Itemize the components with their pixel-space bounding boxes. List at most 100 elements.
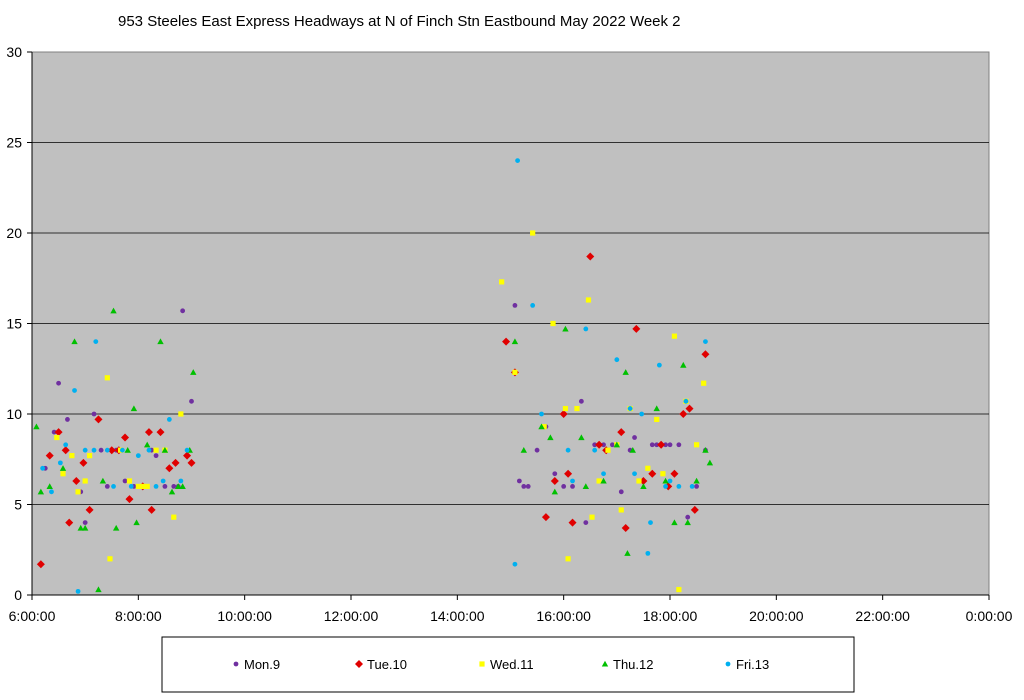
data-point-tue-10 [79, 458, 88, 467]
data-point-fri-13 [160, 478, 166, 484]
data-point-wed-11 [701, 380, 707, 386]
data-point-wed-11 [654, 416, 660, 423]
data-point-tue-10 [670, 469, 679, 478]
data-point-mon-9 [525, 484, 531, 489]
data-point-wed-11 [126, 478, 133, 484]
data-point-thu-12 [95, 586, 102, 593]
data-point-fri-13 [583, 326, 589, 332]
data-point-wed-11 [135, 483, 141, 489]
data-point-wed-11 [69, 453, 75, 459]
data-point-fri-13 [645, 550, 651, 556]
data-point-tue-10 [165, 464, 174, 473]
data-point-tue-10 [94, 415, 103, 424]
data-point-fri-13 [111, 484, 116, 489]
data-point-tue-10 [559, 410, 568, 418]
data-point-wed-11 [693, 442, 700, 448]
data-point-fri-13 [91, 447, 97, 453]
y-tick-label: 25 [6, 135, 22, 151]
data-point-thu-12 [562, 325, 569, 332]
data-point-thu-12 [547, 434, 554, 441]
data-point-tue-10 [502, 337, 511, 346]
x-tick-label: 16:00:00 [536, 608, 591, 624]
legend-box [161, 636, 855, 693]
data-point-fri-13 [656, 362, 662, 368]
data-point-thu-12 [578, 434, 585, 441]
axes: 0 5 10 15 20 25 30 6:00:00 8:00:00 10:00:00 12:00:… [6, 44, 1012, 624]
data-point-fri-13 [601, 471, 606, 477]
x-tick-label: 8:00:00 [115, 608, 162, 624]
gridlines [32, 142, 989, 505]
y-tick-label: 15 [6, 316, 22, 332]
data-point-tue-10 [550, 476, 559, 485]
data-point-thu-12 [46, 483, 53, 489]
data-point-thu-12 [33, 423, 40, 430]
data-point-mon-9 [552, 471, 558, 477]
data-point-wed-11 [75, 489, 81, 495]
data-point-mon-9 [685, 514, 691, 520]
data-point-wed-11 [660, 471, 666, 477]
data-point-tue-10 [61, 446, 70, 455]
data-point-wed-11 [585, 297, 592, 303]
data-point-wed-11 [574, 405, 580, 412]
data-point-wed-11 [671, 333, 678, 339]
data-point-fri-13 [104, 447, 110, 453]
data-point-thu-12 [600, 477, 607, 484]
data-point-tue-10 [657, 440, 666, 449]
data-point-thu-12 [157, 338, 164, 345]
data-point-thu-12 [143, 441, 151, 448]
data-point-mon-9 [610, 442, 615, 448]
data-point-wed-11 [107, 556, 113, 562]
data-point-thu-12 [629, 447, 636, 453]
data-point-tue-10 [648, 469, 657, 478]
y-tick-label: 30 [6, 44, 22, 60]
data-point-tue-10 [701, 350, 710, 359]
data-point-wed-11 [144, 483, 150, 489]
data-point-fri-13 [40, 465, 46, 471]
data-point-wed-11 [499, 279, 505, 285]
data-point-fri-13 [639, 411, 645, 417]
x-tick-label: 0:00:00 [966, 608, 1013, 624]
data-point-fri-13 [184, 447, 190, 453]
data-point-fri-13 [512, 561, 518, 567]
data-point-mon-9 [189, 398, 194, 404]
data-point-mon-9 [521, 484, 527, 489]
data-point-mon-9 [82, 520, 88, 525]
x-tick-label: 22:00:00 [855, 608, 910, 624]
data-point-thu-12 [706, 459, 714, 466]
data-point-thu-12 [175, 483, 182, 489]
data-point-mon-9 [56, 380, 61, 386]
data-point-thu-12 [640, 483, 647, 489]
data-point-tue-10 [679, 410, 688, 418]
data-point-thu-12 [179, 483, 186, 489]
data-point-fri-13 [82, 447, 88, 453]
data-point-tue-10 [617, 428, 626, 437]
data-point-thu-12 [538, 423, 545, 430]
data-point-mon-9 [122, 478, 128, 484]
data-point-fri-13 [93, 339, 99, 344]
data-point-tue-10 [156, 428, 165, 437]
data-point-wed-11 [618, 507, 624, 513]
data-point-tue-10 [85, 505, 94, 514]
data-point-mon-9 [65, 417, 70, 422]
data-point-mon-9 [578, 398, 584, 404]
data-point-fri-13 [128, 484, 134, 489]
data-point-mon-9 [561, 484, 567, 489]
legend-marker-wed-11 [479, 661, 485, 667]
data-point-fri-13 [689, 484, 695, 489]
data-point-tue-10 [144, 428, 153, 437]
data-point-thu-12 [702, 447, 709, 453]
data-point-mon-9 [676, 442, 682, 448]
data-point-wed-11 [512, 369, 518, 375]
data-point-wed-11 [565, 556, 571, 562]
data-point-tue-10 [72, 476, 81, 485]
data-point-thu-12 [168, 488, 176, 495]
data-point-tue-10 [147, 505, 156, 514]
data-point-mon-9 [632, 435, 637, 440]
data-point-fri-13 [632, 471, 637, 477]
legend-label-thu-12: Thu.12 [613, 657, 653, 672]
data-point-tue-10 [685, 404, 694, 413]
data-point-mon-9 [512, 303, 518, 308]
data-point-fri-13 [146, 447, 152, 453]
data-point-fri-13 [515, 158, 520, 164]
data-point-mon-9 [104, 484, 110, 489]
